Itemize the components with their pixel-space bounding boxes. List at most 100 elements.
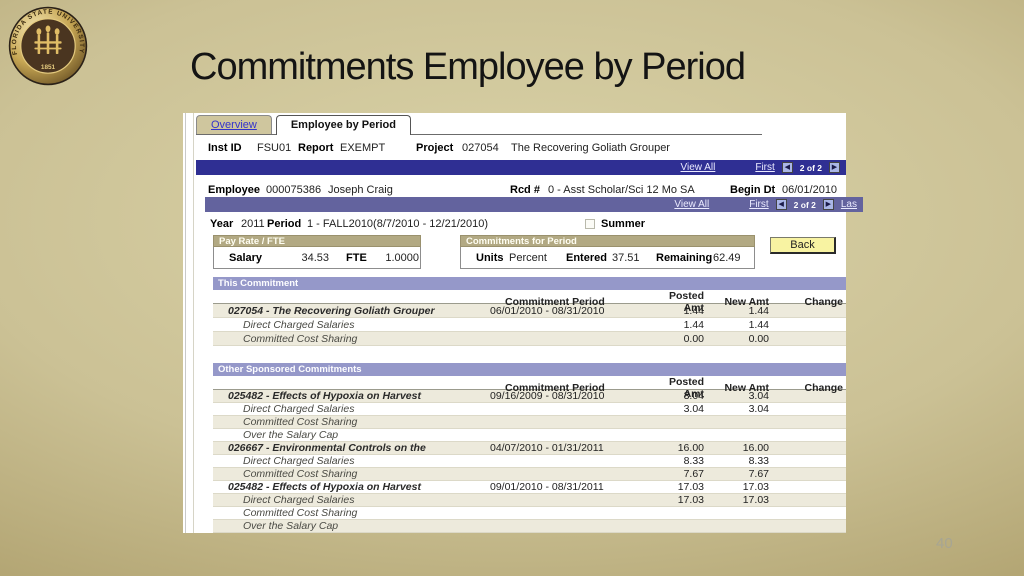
begin-dt-value: 06/01/2010 — [782, 184, 838, 196]
table-header-row: Commitment Period Posted Amt New Amt Cha… — [213, 376, 846, 400]
units-value: Percent — [509, 252, 547, 264]
section-other-sponsored-commitments: Other Sponsored Commitments Commitment P… — [213, 363, 846, 533]
view-all-link[interactable]: View All — [680, 162, 716, 173]
cell-name: Committed Cost Sharing — [243, 416, 358, 428]
project-name: The Recovering Goliath Grouper — [511, 142, 670, 154]
app-window: Overview Employee by Period Inst ID FSU0… — [183, 113, 863, 533]
page-count: 2 of 2 — [793, 199, 816, 210]
cell-period: 09/01/2010 - 08/31/2011 — [490, 481, 604, 493]
new-amt-header: New Amt — [724, 296, 769, 308]
last-link[interactable]: Las — [840, 199, 857, 210]
entered-value: 37.51 — [612, 252, 640, 264]
view-all-link[interactable]: View All — [674, 199, 710, 210]
table-row: Committed Cost Sharing 0.00 0.00 — [213, 332, 846, 346]
table-row: Direct Charged Salaries 1.44 1.44 — [213, 318, 846, 332]
project-value: 027054 — [462, 142, 499, 154]
header-fields: Inst ID FSU01 Report EXEMPT Project 0270… — [183, 142, 846, 156]
previous-page-icon[interactable]: ◀ — [781, 162, 793, 173]
period-value: 1 - FALL2010(8/7/2010 - 12/21/2010) — [307, 218, 489, 230]
posted-amt-header: Posted Amt — [668, 290, 704, 314]
employee-id: 000075386 — [266, 184, 322, 196]
entered-label: Entered — [566, 252, 607, 264]
cell-new: 17.03 — [742, 481, 769, 493]
tab-overview[interactable]: Overview — [196, 115, 272, 134]
inst-id-value: FSU01 — [257, 142, 292, 154]
cell-posted: 3.04 — [683, 403, 704, 415]
cell-posted: 0.00 — [683, 332, 704, 345]
year-value: 2011 — [241, 218, 265, 230]
cell-name: 026667 - Environmental Controls on the — [228, 442, 426, 454]
table-row: Committed Cost Sharing 7.67 7.67 — [213, 468, 846, 481]
next-page-icon[interactable]: ▶ — [829, 162, 840, 173]
tab-bar: Overview Employee by Period — [196, 115, 411, 135]
cell-name: Direct Charged Salaries — [243, 403, 355, 415]
period-row: Year 2011 Period 1 - FALL2010(8/7/2010 -… — [183, 218, 846, 231]
table-row: 027054 - The Recovering Goliath Grouper 0… — [213, 304, 846, 318]
employee-name: Joseph Craig — [328, 184, 393, 196]
report-value: EXEMPT — [340, 142, 386, 154]
page-count: 2 of 2 — [799, 162, 822, 173]
cell-period: 09/16/2009 - 08/31/2010 — [490, 390, 605, 402]
salary-label: Salary — [229, 252, 263, 264]
posted-amt-header: Posted Amt — [668, 376, 704, 400]
cell-new: 1.44 — [748, 318, 769, 331]
table-row: Committed Cost Sharing — [213, 416, 846, 429]
pay-rate-header: Pay Rate / FTE — [213, 235, 421, 247]
cell-new: 3.04 — [748, 403, 769, 415]
inst-id-label: Inst ID — [208, 142, 242, 154]
cell-name: Over the Salary Cap — [243, 429, 339, 441]
table-row: Direct Charged Salaries 8.33 8.33 — [213, 455, 846, 468]
begin-dt-label: Begin Dt — [730, 184, 776, 196]
cell-posted: 16.00 — [677, 442, 704, 454]
slide-page-number: 40 — [936, 535, 953, 552]
slide-title: Commitments Employee by Period — [190, 46, 746, 88]
salary-value: 34.53 — [301, 252, 329, 264]
cell-posted: 1.44 — [683, 318, 704, 331]
table-row: Over the Salary Cap — [213, 520, 846, 533]
remaining-label: Remaining — [656, 252, 713, 264]
cell-name: 027054 - The Recovering Goliath Grouper — [228, 304, 435, 317]
commitments-for-period-header: Commitments for Period — [460, 235, 755, 247]
cell-new: 17.03 — [742, 494, 769, 506]
cell-name: Direct Charged Salaries — [243, 494, 355, 506]
cell-posted: 17.03 — [677, 494, 704, 506]
tab-divider-line — [196, 134, 762, 135]
section-this-commitment: This Commitment Commitment Period Posted… — [213, 277, 846, 346]
project-label: Project — [416, 142, 454, 154]
period-label: Period — [267, 218, 302, 230]
table-body: 025482 - Effects of Hypoxia on Harvest 09… — [213, 390, 846, 533]
report-label: Report — [298, 142, 334, 154]
new-amt-header: New Amt — [724, 382, 769, 394]
tab-employee-by-period[interactable]: Employee by Period — [275, 115, 411, 135]
back-button[interactable]: Back — [770, 237, 836, 254]
cell-name: Committed Cost Sharing — [243, 507, 358, 519]
commitment-period-header: Commitment Period — [505, 382, 605, 394]
cell-period: 04/07/2010 - 01/31/2011 — [490, 442, 604, 454]
cell-period: 06/01/2010 - 08/31/2010 — [490, 304, 605, 317]
seal-torches-icon — [34, 25, 62, 54]
year-label: Year — [210, 218, 234, 230]
cell-posted: 3.04 — [683, 390, 704, 402]
cell-name: 025482 - Effects of Hypoxia on Harvest — [228, 390, 421, 402]
cell-new: 7.67 — [748, 468, 769, 480]
seal-year: 1851 — [41, 64, 56, 71]
cell-new: 1.44 — [748, 304, 769, 317]
first-link[interactable]: First — [755, 162, 775, 173]
commitment-period-header: Commitment Period — [505, 296, 605, 308]
table-row: 025482 - Effects of Hypoxia on Harvest 09… — [213, 390, 846, 403]
commitments-for-period-groupbox: Commitments for Period Units Percent Ent… — [460, 235, 755, 269]
rcd-label: Rcd # — [510, 184, 540, 196]
cell-name: 025482 - Effects of Hypoxia on Harvest — [228, 481, 421, 493]
summer-checkbox[interactable] — [585, 219, 595, 229]
change-header: Change — [804, 382, 843, 394]
fsu-seal-icon: FLORIDA STATE UNIVERSITY 1851 — [8, 6, 88, 86]
previous-page-icon[interactable]: ◀ — [775, 199, 787, 210]
next-page-icon[interactable]: ▶ — [822, 199, 834, 210]
scroll-area-navbar-project: View All First ◀ 2 of 2 ▶ — [196, 160, 846, 175]
first-link[interactable]: First — [749, 199, 769, 210]
cell-name: Over the Salary Cap — [243, 520, 339, 532]
employee-row: Employee 000075386 Joseph Craig Rcd # 0 … — [183, 184, 846, 197]
cell-posted: 17.03 — [677, 481, 704, 493]
employee-label: Employee — [208, 184, 260, 196]
